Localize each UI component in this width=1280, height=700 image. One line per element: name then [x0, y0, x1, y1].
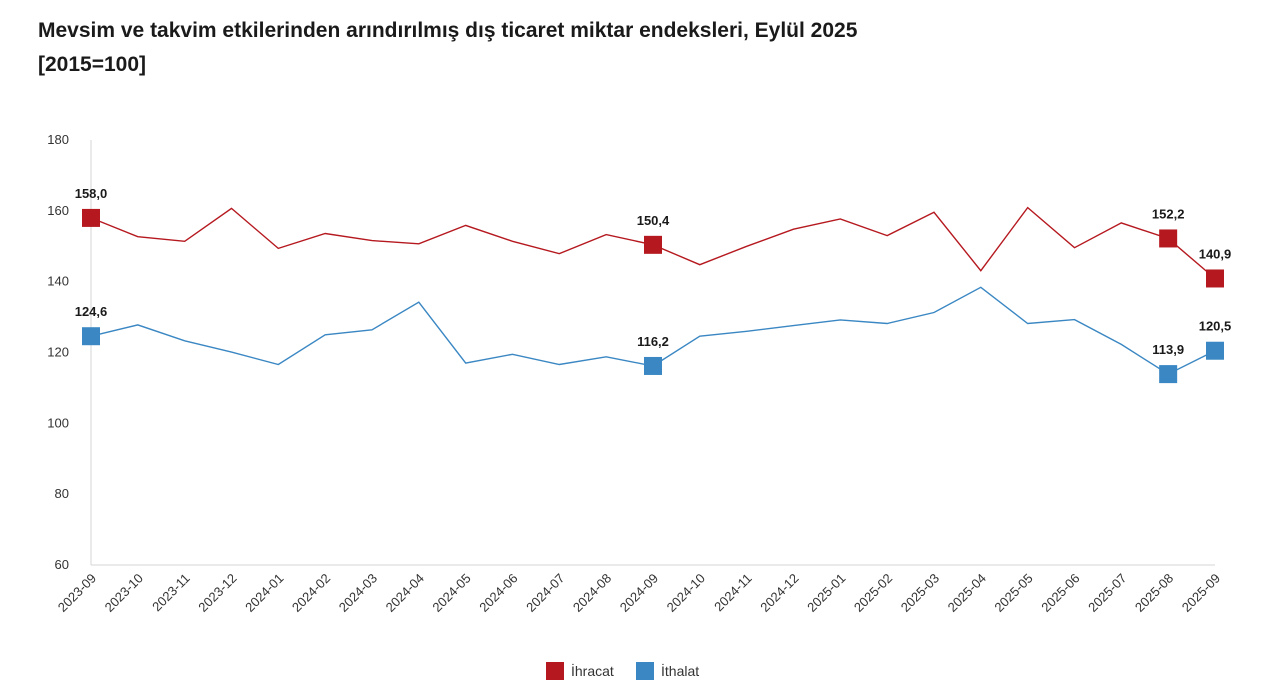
- x-tick-label: 2025-09: [1179, 571, 1223, 615]
- legend-swatch-ihracat[interactable]: [546, 662, 564, 680]
- axes: [90, 140, 1215, 566]
- x-tick-label: 2025-01: [804, 571, 848, 615]
- x-tick-label: 2025-04: [945, 571, 989, 615]
- data-marker: [644, 356, 662, 375]
- x-tick-label: 2023-09: [55, 571, 99, 615]
- data-marker: [1206, 341, 1224, 360]
- x-tick-label: 2024-03: [336, 571, 380, 615]
- x-tick-label: 2023-12: [195, 571, 239, 615]
- x-tick-label: 2023-11: [149, 571, 193, 615]
- x-tick-label: 2025-07: [1085, 571, 1129, 615]
- y-tick-label: 120: [47, 345, 69, 360]
- data-label: 113,9: [1152, 342, 1184, 357]
- y-tick-label: 100: [47, 415, 69, 430]
- data-marker: [1159, 229, 1178, 248]
- y-tick-label: 140: [47, 274, 69, 289]
- x-tick-label: 2024-04: [383, 571, 427, 615]
- x-tick-label: 2024-07: [523, 571, 567, 615]
- x-tick-label: 2024-12: [757, 571, 801, 615]
- chart-title-line-2: [2015=100]: [38, 53, 147, 76]
- x-tick-label: 2023-10: [102, 571, 146, 615]
- data-label: 150,4: [637, 213, 670, 228]
- x-tick-label: 2024-01: [242, 571, 286, 615]
- x-tick-label: 2024-09: [617, 571, 661, 615]
- data-marker: [82, 327, 100, 346]
- data-marker: [1206, 269, 1224, 288]
- series-group: [82, 206, 1224, 384]
- legend-swatch-ithalat[interactable]: [636, 662, 654, 680]
- y-tick-label: 160: [47, 203, 69, 218]
- data-label: 116,2: [637, 334, 669, 349]
- y-tick-label: 180: [47, 132, 69, 147]
- x-tick-label: 2024-05: [429, 571, 473, 615]
- data-marker: [644, 235, 662, 254]
- x-axis-ticks: 2023-09 2023-10 2023-11 2023-12 2024-01 2024-…: [55, 571, 1223, 615]
- x-tick-label: 2025-08: [1132, 571, 1176, 615]
- x-tick-label: 2025-05: [991, 571, 1035, 615]
- legend[interactable]: İhracat İthalat: [546, 662, 699, 680]
- data-label: 120,5: [1199, 319, 1232, 334]
- chart-title: Mevsim ve takvim etkilerinden arındırılm…: [38, 14, 857, 82]
- y-tick-label: 80: [55, 486, 69, 501]
- data-label: 124,6: [75, 304, 108, 319]
- legend-label-ihracat[interactable]: İhracat: [571, 662, 614, 679]
- data-labels: 158,0 150,4 152,2 140,9 124,6 116,2 113,9 120,5: [75, 186, 1232, 357]
- x-tick-label: 2024-10: [664, 571, 708, 615]
- legend-label-ithalat[interactable]: İthalat: [661, 662, 699, 679]
- x-tick-label: 2025-06: [1038, 571, 1082, 615]
- x-tick-label: 2025-03: [898, 571, 942, 615]
- chart-title-line-1: Mevsim ve takvim etkilerinden arındırılm…: [38, 19, 858, 42]
- y-axis-ticks: 60 80 100 120 140 160 180: [47, 132, 69, 572]
- x-tick-label: 2024-11: [711, 571, 755, 615]
- x-tick-label: 2025-02: [851, 571, 895, 615]
- data-marker: [1159, 365, 1178, 384]
- y-tick-label: 60: [55, 557, 69, 572]
- data-label: 158,0: [75, 186, 108, 201]
- x-tick-label: 2024-06: [476, 571, 520, 615]
- x-tick-label: 2024-08: [570, 571, 614, 615]
- x-tick-label: 2024-02: [289, 571, 333, 615]
- data-label: 140,9: [1199, 246, 1232, 261]
- data-marker: [82, 208, 100, 227]
- data-label: 152,2: [1152, 206, 1185, 221]
